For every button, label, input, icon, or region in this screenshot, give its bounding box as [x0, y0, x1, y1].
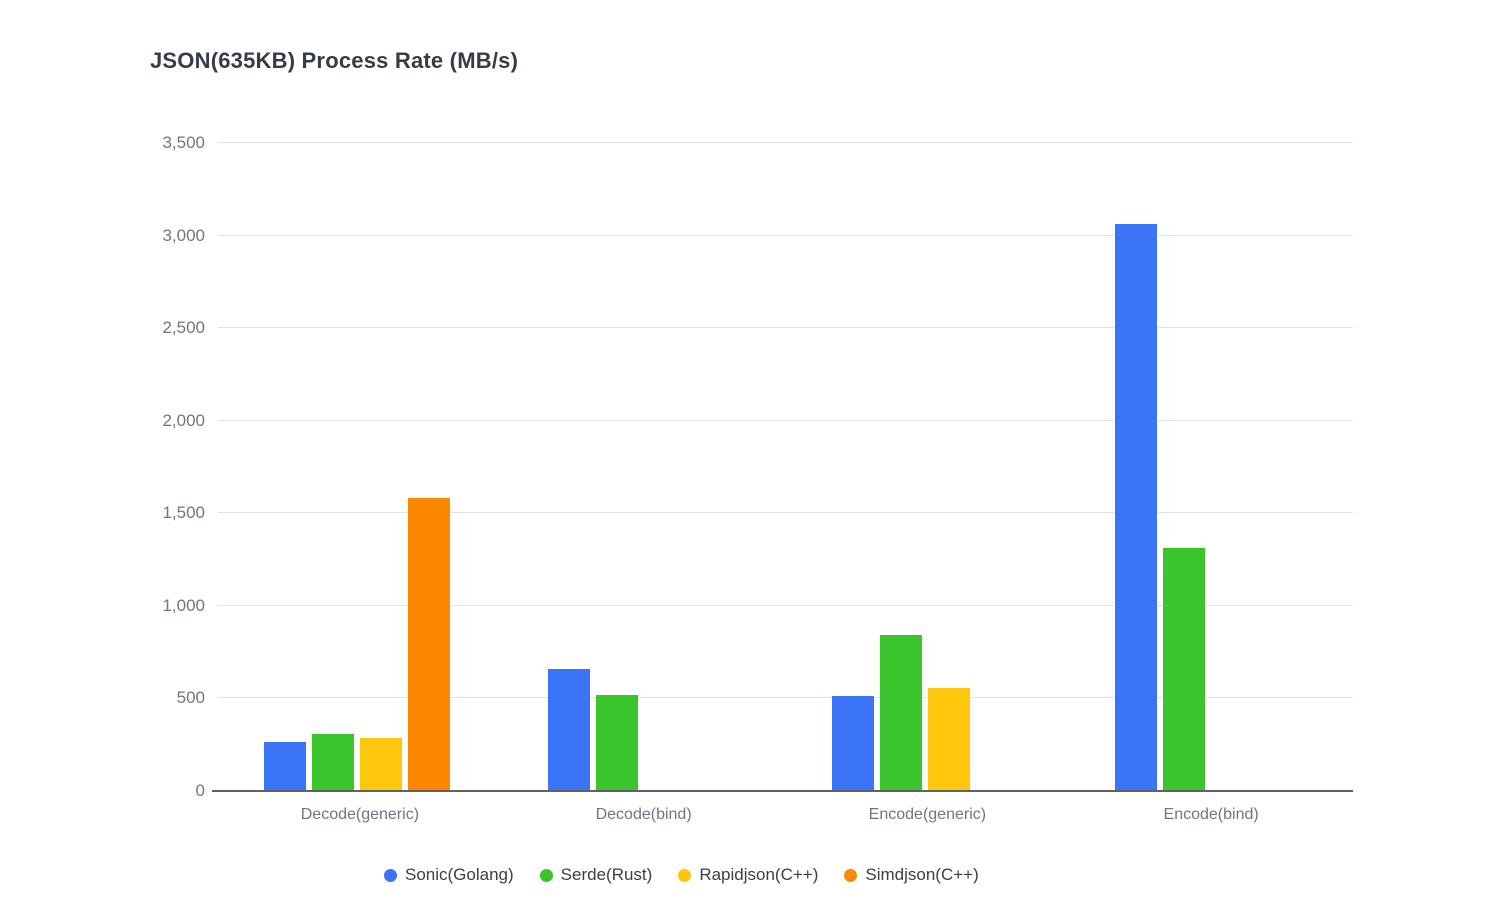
legend-label: Rapidjson(C++): [699, 865, 819, 884]
bar-sonic-golang-decode-bind: [547, 668, 590, 791]
x-tick-label-decode-generic: Decode(generic): [300, 806, 420, 823]
legend-label: Serde(Rust): [560, 865, 653, 884]
y-tick-label-3-000: 3,000: [162, 225, 205, 245]
y-tick-label-1-500: 1,500: [162, 503, 205, 523]
legend-dot-icon: [844, 868, 858, 882]
x-axis-labels: Decode(generic) Decode(bind) Encode(generi…: [218, 806, 1353, 830]
bar-sonic-golang-encode-bind: [1115, 223, 1158, 791]
y-tick-label-500: 500: [176, 688, 205, 708]
y-tick-label-2-000: 2,000: [162, 410, 205, 430]
y-tick-label-2-500: 2,500: [162, 318, 205, 338]
legend-dot-icon: [678, 868, 692, 882]
x-tick-label-encode-generic: Encode(generic): [868, 806, 987, 823]
x-axis-line: [212, 790, 1353, 792]
bar-serde-rust-decode-generic: [312, 733, 354, 791]
x-tick-label-decode-bind: Decode(bind): [595, 806, 692, 823]
gridline-1-000: [218, 604, 1353, 606]
gridline-3-000: [218, 234, 1353, 236]
chart-legend: Sonic(Golang) Serde(Rust) Rapidjson(C++) Si…: [384, 865, 979, 885]
chart-title: JSON(635KB) Process Rate (MB/s): [150, 48, 519, 73]
bar-serde-rust-decode-bind: [595, 694, 638, 791]
legend-label: Simdjson(C++): [865, 865, 979, 884]
legend-dot-icon: [539, 868, 553, 882]
bar-sonic-golang-decode-generic: [264, 741, 306, 791]
y-tick-label-1-000: 1,000: [162, 595, 205, 615]
x-tick-label-encode-bind: Encode(bind): [1163, 806, 1259, 823]
gridline-3-500: [218, 142, 1353, 143]
bar-simdjson-c-decode-generic: [408, 497, 450, 791]
bar-serde-rust-encode-bind: [1163, 548, 1206, 791]
bar-serde-rust-encode-generic: [879, 634, 922, 791]
y-axis-labels: 0 500 1,000 1,500 2,000 2,500 3,000 3,500: [0, 133, 205, 800]
plot-area: [212, 142, 1353, 792]
bar-rapidjson-c-decode-generic: [360, 738, 402, 791]
gridline-1-500: [218, 512, 1353, 514]
legend-item-sonic-golang[interactable]: Sonic(Golang): [384, 865, 514, 885]
gridline-500: [218, 697, 1353, 699]
bar-sonic-golang-encode-generic: [831, 695, 874, 791]
legend-item-simdjson-c[interactable]: Simdjson(C++): [844, 865, 979, 885]
legend-dot-icon: [384, 868, 397, 882]
legend-item-serde-rust[interactable]: Serde(Rust): [539, 865, 653, 885]
y-tick-label-0: 0: [195, 781, 205, 800]
gridline-2-500: [218, 327, 1353, 329]
y-tick-label-3-500: 3,500: [162, 133, 205, 152]
legend-label: Sonic(Golang): [405, 865, 514, 884]
legend-item-rapidjson-c[interactable]: Rapidjson(C++): [678, 865, 818, 885]
bar-rapidjson-c-encode-generic: [927, 688, 970, 791]
gridline-2-000: [218, 419, 1353, 421]
